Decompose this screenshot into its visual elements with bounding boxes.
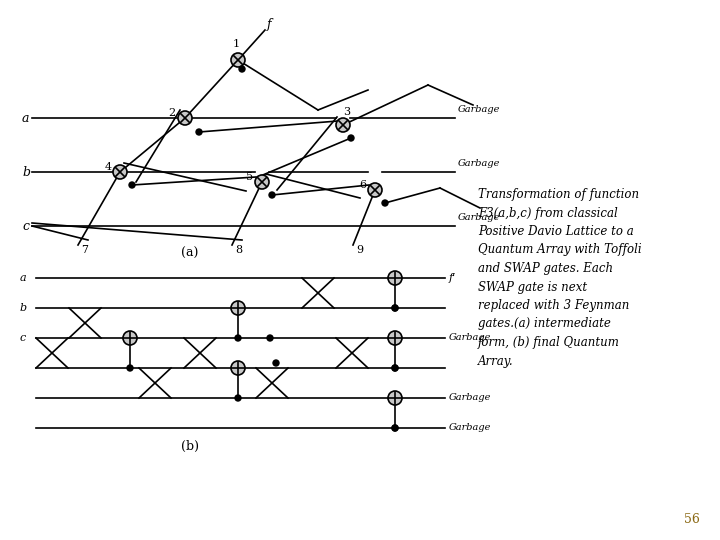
Circle shape (267, 335, 273, 341)
Circle shape (235, 395, 241, 401)
Circle shape (388, 331, 402, 345)
Text: Garbage: Garbage (458, 105, 500, 114)
Circle shape (336, 118, 350, 132)
Text: 6: 6 (359, 180, 366, 190)
Circle shape (392, 305, 398, 311)
Circle shape (231, 361, 245, 375)
Circle shape (255, 175, 269, 189)
Text: 5: 5 (246, 172, 253, 182)
Text: Garbage: Garbage (449, 394, 491, 402)
Text: c: c (22, 219, 29, 233)
Circle shape (123, 331, 137, 345)
Text: (a): (a) (181, 247, 199, 260)
Circle shape (388, 271, 402, 285)
Circle shape (178, 111, 192, 125)
Text: 1: 1 (233, 39, 240, 49)
Text: f': f' (449, 273, 456, 283)
Text: 9: 9 (356, 245, 363, 255)
Circle shape (231, 301, 245, 315)
Circle shape (269, 192, 275, 198)
Circle shape (231, 53, 245, 67)
Circle shape (392, 305, 398, 311)
Text: a: a (22, 111, 30, 125)
Text: b: b (22, 165, 30, 179)
Text: 4: 4 (104, 162, 112, 172)
Text: Garbage: Garbage (449, 334, 491, 342)
Text: 3: 3 (343, 107, 351, 117)
Text: 7: 7 (81, 245, 88, 255)
Text: (b): (b) (181, 440, 199, 453)
Circle shape (368, 183, 382, 197)
Text: 2: 2 (168, 108, 176, 118)
Circle shape (113, 165, 127, 179)
Text: Garbage: Garbage (458, 159, 500, 168)
Text: b: b (20, 303, 27, 313)
Text: f: f (267, 18, 271, 31)
Text: a: a (20, 273, 27, 283)
Circle shape (239, 66, 245, 72)
Circle shape (348, 135, 354, 141)
Circle shape (196, 129, 202, 135)
Circle shape (392, 425, 398, 431)
Text: 8: 8 (235, 245, 242, 255)
Circle shape (392, 365, 398, 371)
Text: Garbage: Garbage (449, 423, 491, 433)
Circle shape (392, 425, 398, 431)
Circle shape (235, 335, 241, 341)
Text: Garbage: Garbage (458, 213, 500, 222)
Text: c: c (20, 333, 26, 343)
Text: Transformation of function
F3(a,b,c) from classical
Positive Davio Lattice to a
: Transformation of function F3(a,b,c) fro… (478, 188, 642, 368)
Circle shape (129, 182, 135, 188)
Circle shape (127, 365, 133, 371)
Circle shape (388, 391, 402, 405)
Circle shape (273, 360, 279, 366)
Text: 56: 56 (684, 513, 700, 526)
Circle shape (382, 200, 388, 206)
Circle shape (392, 365, 398, 371)
